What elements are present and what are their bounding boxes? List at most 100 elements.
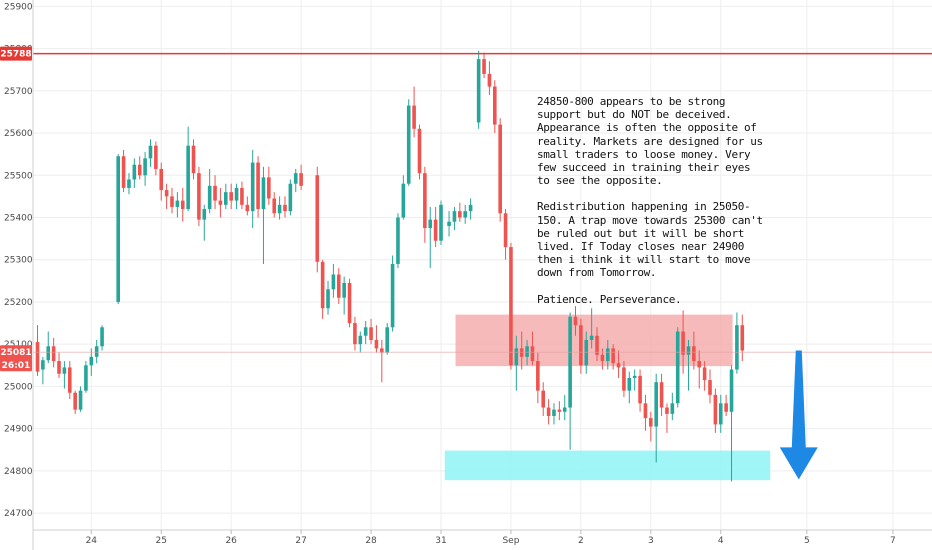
candle-body [632,375,637,378]
candle [326,280,330,315]
candle-body [406,105,411,184]
candle-body [46,346,51,361]
candle [267,166,271,205]
candle-body [697,361,702,368]
support-zone [444,450,771,481]
candle [396,213,400,269]
candle [358,331,363,353]
candle [562,394,567,421]
candle-body [390,263,395,328]
candle-body [452,211,457,222]
candle [261,166,266,264]
candle-body [433,219,438,241]
note-paragraph-3: Patience. Perseverance. [537,292,682,306]
analysis-note: 24850-800 appears to be strong support b… [537,95,769,319]
current-price-tag-label: 25081 [0,348,31,358]
candle [137,156,142,180]
x-tick-label: 3 [648,536,654,546]
candle [627,371,632,404]
candle [369,318,373,345]
candle [250,149,255,229]
candle [428,206,433,269]
candle-body [250,162,255,212]
candle-body [89,356,94,366]
candle-body [347,282,352,324]
candle-body [51,346,56,362]
candle [702,361,707,391]
candle-body [439,204,443,241]
candle [670,392,675,421]
candle [331,263,336,298]
candle [724,394,728,416]
candle [622,361,626,397]
candle-body [562,407,567,412]
candle [272,192,277,218]
candle [536,352,540,404]
x-tick-label: 26 [225,536,237,546]
candle-body [170,196,174,207]
candle [256,156,260,218]
candle-body [315,175,320,262]
candle [288,179,293,216]
x-axis: 24 25 26 27 28 31 Sep 2 3 4 5 7 [33,529,932,546]
candle [148,139,153,167]
candle [433,206,438,248]
resistance-tag [0,46,32,61]
candle-body [35,342,40,372]
candle [207,168,212,214]
candle [692,331,696,370]
candle-body [94,346,99,357]
candle [713,388,718,433]
candle [320,259,325,319]
candle-body [702,367,707,381]
candle-body [143,158,147,176]
candle [336,268,341,305]
candle-body [41,360,45,370]
y-tick-label: 25300 [4,256,33,266]
candle [213,175,217,210]
candle-body [493,86,497,125]
y-tick-label: 25200 [4,298,33,308]
candle-body [267,177,271,199]
candle-body [116,156,120,302]
candle [73,390,77,414]
candle [293,168,298,193]
y-tick-label: 25100 [4,340,33,350]
candle-body [595,335,599,355]
candle [605,339,610,370]
candle-body [487,73,492,87]
candle-body [616,363,621,368]
candle-body [417,128,422,174]
down-arrow-icon [779,350,818,480]
candle [463,204,468,224]
candle [35,325,40,376]
candle [632,369,637,391]
candle [67,361,72,400]
candle-body [164,190,169,197]
candle-body [735,325,739,370]
price-lines [33,52,932,353]
candle-body [374,339,379,349]
redistribution-zone [455,314,733,367]
candle [315,166,320,273]
candle-body [605,348,610,362]
zones [444,314,771,481]
candle [154,141,158,176]
candle [170,187,174,214]
candle-body [589,335,594,340]
candle [41,356,45,385]
candle-body [154,145,158,169]
candle-body [218,200,223,205]
candle [406,99,411,186]
candle [729,365,734,482]
candle [299,164,303,191]
candle [121,149,126,193]
candle [468,198,473,220]
candle-body [320,261,325,309]
candle-body [568,316,572,408]
candle [229,183,233,210]
candle-body [358,335,363,345]
candle-body [342,282,346,298]
candle-body [73,392,77,410]
